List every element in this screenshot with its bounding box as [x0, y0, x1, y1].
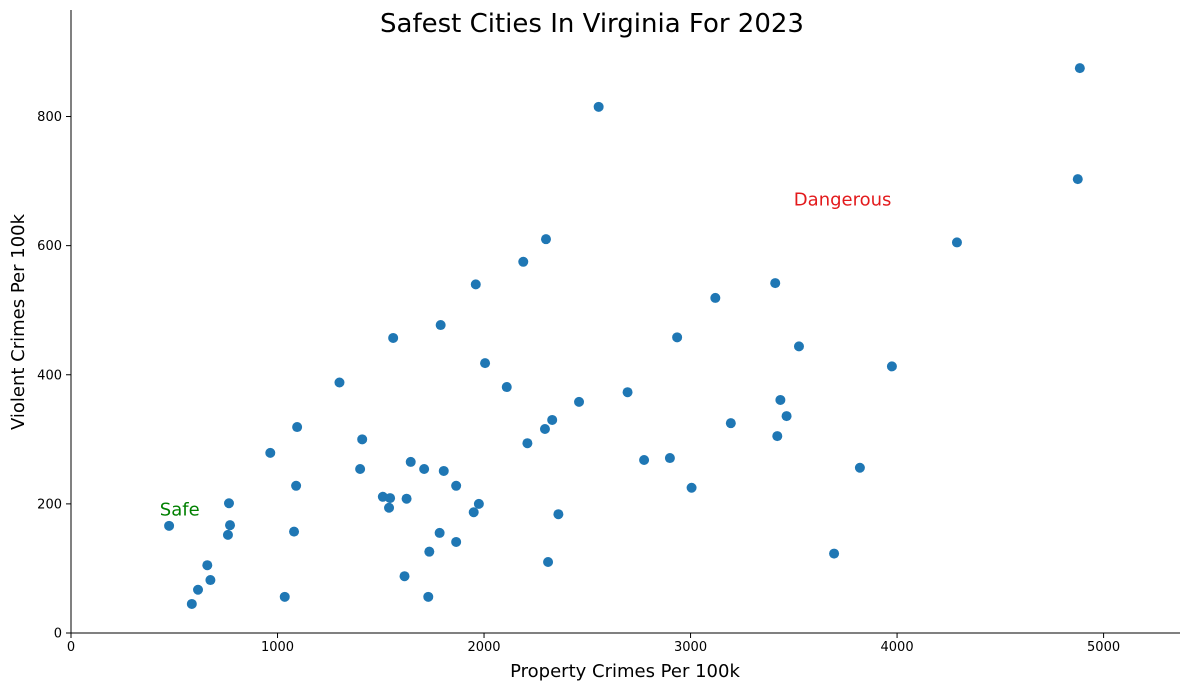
data-point [470, 279, 481, 290]
data-point [419, 464, 430, 475]
y-tick-label: 600 [37, 239, 62, 254]
data-point [781, 411, 792, 422]
x-axis-label: Property Crimes Per 100k [510, 661, 740, 682]
data-point [385, 493, 396, 504]
x-tick-label: 4000 [881, 640, 914, 655]
data-point [775, 394, 786, 405]
y-axis-label: Violent Crimes Per 100k [8, 213, 29, 430]
y-tick-label: 800 [37, 110, 62, 125]
data-point [468, 507, 479, 518]
data-point [205, 575, 216, 586]
data-point [539, 423, 550, 434]
data-point [401, 493, 412, 504]
data-point [289, 526, 300, 537]
data-point [540, 234, 551, 245]
data-point [423, 591, 434, 602]
data-point [291, 480, 302, 491]
data-point [164, 520, 175, 531]
data-point [639, 454, 650, 465]
data-point [202, 560, 213, 571]
y-ticks: 0 200 400 600 800 [37, 110, 71, 642]
annotation-safe: Safe [160, 500, 200, 521]
annotations: Safe Dangerous [160, 190, 892, 521]
data-point [265, 447, 276, 458]
data-point [547, 414, 558, 425]
data-point [951, 237, 962, 248]
x-tick-label: 3000 [674, 640, 707, 655]
data-point [543, 556, 554, 567]
data-point [664, 453, 675, 464]
data-point [223, 498, 234, 509]
data-point [355, 464, 366, 475]
data-point [279, 591, 290, 602]
data-point [480, 358, 491, 369]
data-point [388, 332, 399, 343]
data-point [522, 438, 533, 449]
data-point [622, 387, 633, 398]
data-point [772, 431, 783, 442]
x-ticks: 0 1000 2000 3000 4000 5000 [67, 633, 1120, 655]
x-tick-label: 2000 [467, 640, 500, 655]
data-points [164, 63, 1085, 609]
data-point [725, 418, 736, 429]
data-point [574, 396, 585, 407]
data-point [222, 529, 233, 540]
data-point [473, 498, 484, 509]
data-point [829, 548, 840, 559]
chart-title: Safest Cities In Virginia For 2023 [380, 9, 804, 39]
data-point [793, 341, 804, 352]
data-point [686, 482, 697, 493]
data-point [384, 502, 395, 513]
data-point [399, 571, 410, 582]
data-point [710, 292, 721, 303]
data-point [886, 361, 897, 372]
y-tick-label: 200 [37, 497, 62, 512]
data-point [553, 509, 564, 520]
data-point [593, 101, 604, 112]
x-tick-label: 0 [67, 640, 75, 655]
data-point [672, 332, 683, 343]
data-point [518, 256, 529, 267]
y-tick-label: 400 [37, 368, 62, 383]
data-point [1072, 174, 1083, 185]
data-point [1074, 63, 1085, 74]
data-point [434, 527, 445, 538]
data-point [357, 434, 368, 445]
data-point [292, 422, 303, 433]
x-tick-label: 5000 [1087, 640, 1120, 655]
data-point [451, 536, 462, 547]
plot-area: 0 1000 2000 3000 4000 5000 0 200 400 600 800 Safe… [37, 10, 1180, 655]
data-point [334, 377, 345, 388]
data-point [405, 456, 416, 467]
data-point [225, 520, 236, 531]
data-point [438, 465, 449, 476]
data-point [501, 382, 512, 393]
data-point [435, 320, 446, 331]
annotation-dangerous: Dangerous [794, 190, 892, 211]
x-tick-label: 1000 [261, 640, 294, 655]
data-point [424, 546, 435, 557]
y-tick-label: 0 [54, 627, 62, 642]
data-point [854, 462, 865, 473]
data-point [770, 278, 781, 289]
data-point [193, 584, 204, 595]
data-point [186, 598, 197, 609]
data-point [451, 480, 462, 491]
